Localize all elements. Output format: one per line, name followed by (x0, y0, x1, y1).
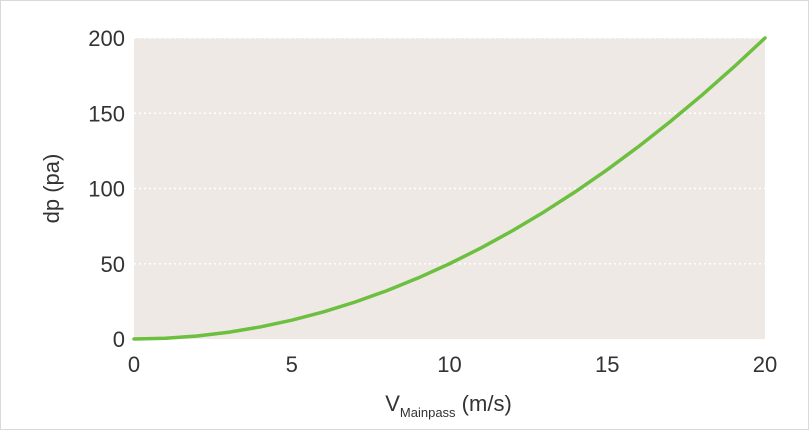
x-tick-label: 15 (595, 352, 619, 377)
y-tick-label: 200 (88, 26, 125, 51)
x-tick-labels: 0 5 10 15 20 (128, 352, 777, 377)
x-tick-label: 0 (128, 352, 140, 377)
x-tick-label: 5 (286, 352, 298, 377)
series-layer (132, 36, 767, 341)
series-line-0 (132, 36, 767, 341)
y-tick-label: 0 (113, 327, 125, 352)
y-tick-label: 150 (88, 101, 125, 126)
x-axis-label-unit: (m/s) (456, 391, 512, 416)
y-axis-label: dp (pa) (39, 154, 64, 224)
x-tick-label: 20 (753, 352, 777, 377)
x-tick-label: 10 (437, 352, 461, 377)
x-axis-label-subscript: Mainpass (400, 405, 456, 420)
y-tick-label: 50 (101, 252, 125, 277)
y-tick-label: 100 (88, 177, 125, 202)
x-axis-label: VMainpass (m/s) (385, 391, 512, 420)
y-tick-labels: 0 50 100 150 200 (88, 26, 125, 352)
grid-lines (134, 37, 765, 265)
x-axis-label-main: V (385, 391, 400, 416)
